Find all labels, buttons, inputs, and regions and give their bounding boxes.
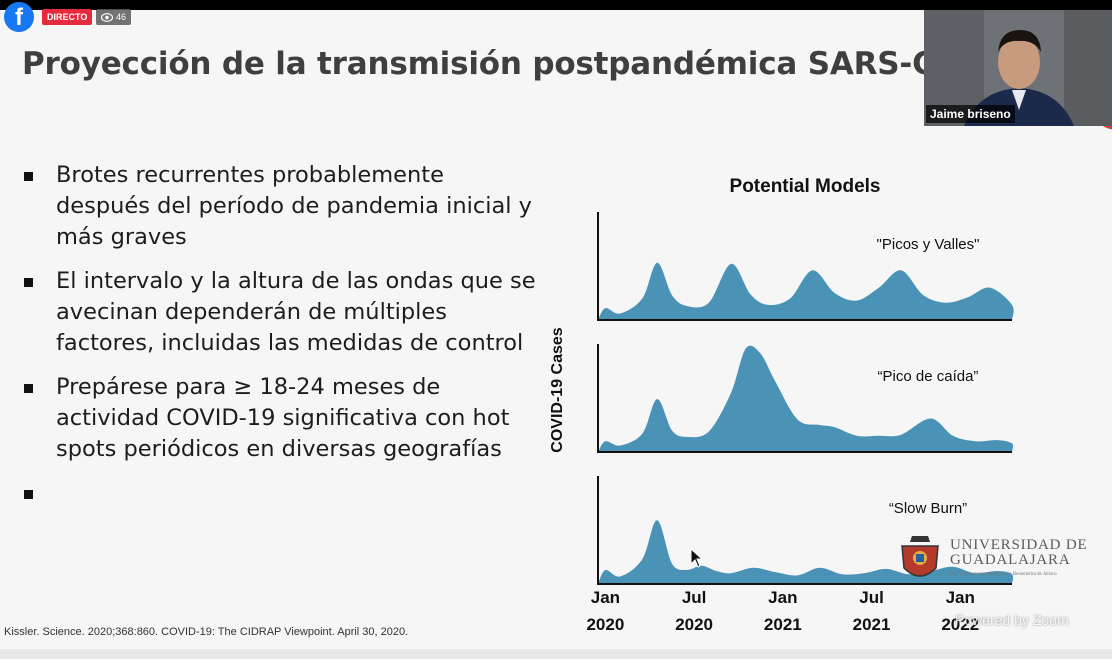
y-axis-label: COVID-19 Cases — [549, 327, 566, 452]
slide-title: Proyección de la transmisión postpandémi… — [22, 46, 990, 82]
panel-label: "Picos y Valles" — [877, 236, 980, 253]
bullet-list: Brotes recurrentes probablemente después… — [20, 160, 540, 522]
eye-icon — [100, 13, 114, 22]
panel-label: “Pico de caída” — [878, 368, 979, 385]
bullet-item — [20, 478, 540, 509]
bullet-text: Brotes recurrentes probablemente después… — [56, 162, 532, 250]
bullet-item: Brotes recurrentes probablemente después… — [20, 160, 540, 253]
series-area — [598, 345, 1014, 452]
x-tick-year: 2020 — [586, 615, 624, 634]
live-badge: DIRECTO — [42, 9, 93, 25]
viewer-count-badge: 46 — [96, 9, 132, 25]
x-axis-ticks: Jan 2020 Jul 2020 Jan 2021 Jul 2021 Jan 2022 — [586, 588, 979, 634]
bottom-strip — [0, 649, 1112, 659]
panel-axis — [597, 476, 1012, 585]
zoom-watermark: Powered by Zoom — [955, 612, 1069, 628]
x-tick-month: Jan — [768, 588, 797, 607]
facebook-logo-icon: f — [4, 2, 34, 32]
citation: Kissler. Science. 2020;368:860. COVID-19… — [4, 626, 409, 638]
series-area — [598, 520, 1014, 584]
panel-label: “Slow Burn” — [889, 500, 967, 517]
bullet-marker-icon — [24, 278, 33, 287]
chart-panels: "Picos y Valles" “Pico de caída” “Slow Bur… — [597, 212, 1014, 585]
series-area — [598, 262, 1014, 320]
panel-axis — [597, 344, 1012, 453]
x-tick-month: Jul — [859, 588, 884, 607]
x-tick-month: Jan — [591, 588, 620, 607]
potential-models-chart: Potential Models COVID-19 Cases "Picos y… — [549, 176, 1014, 634]
x-tick-month: Jan — [946, 588, 975, 607]
university-subtitle: Red Universitaria e Institución Beneméri… — [950, 572, 1057, 577]
bullet-item: Prepárese para ≥ 18-24 meses de activida… — [20, 372, 540, 465]
x-tick-year: 2022 — [941, 615, 979, 634]
viewer-count: 46 — [116, 12, 127, 22]
x-tick-year: 2021 — [764, 615, 802, 634]
panel-axis — [597, 212, 1012, 321]
chart-title: Potential Models — [730, 176, 881, 197]
x-tick-year: 2021 — [853, 615, 891, 634]
x-tick-month: Jul — [682, 588, 707, 607]
university-logo: UNIVERSIDAD DE GUADALAJARA Red Universit… — [898, 530, 1098, 590]
bullet-marker-icon — [24, 384, 33, 393]
x-tick-year: 2020 — [675, 615, 713, 634]
bullet-item: El intervalo y la altura de las ondas qu… — [20, 266, 540, 359]
university-seal-icon — [901, 536, 939, 577]
bullet-text: El intervalo y la altura de las ondas qu… — [56, 268, 536, 356]
presenter-video: Jaime briseno — [924, 10, 1112, 126]
mouse-cursor-icon — [690, 548, 704, 568]
bullet-text: Prepárese para ≥ 18-24 meses de activida… — [56, 374, 510, 462]
presenter-name-label: Jaime briseno — [926, 105, 1015, 123]
bullet-marker-icon — [24, 490, 33, 499]
bullet-marker-icon — [24, 172, 33, 181]
university-name: UNIVERSIDAD DE GUADALAJARA — [950, 537, 1088, 568]
